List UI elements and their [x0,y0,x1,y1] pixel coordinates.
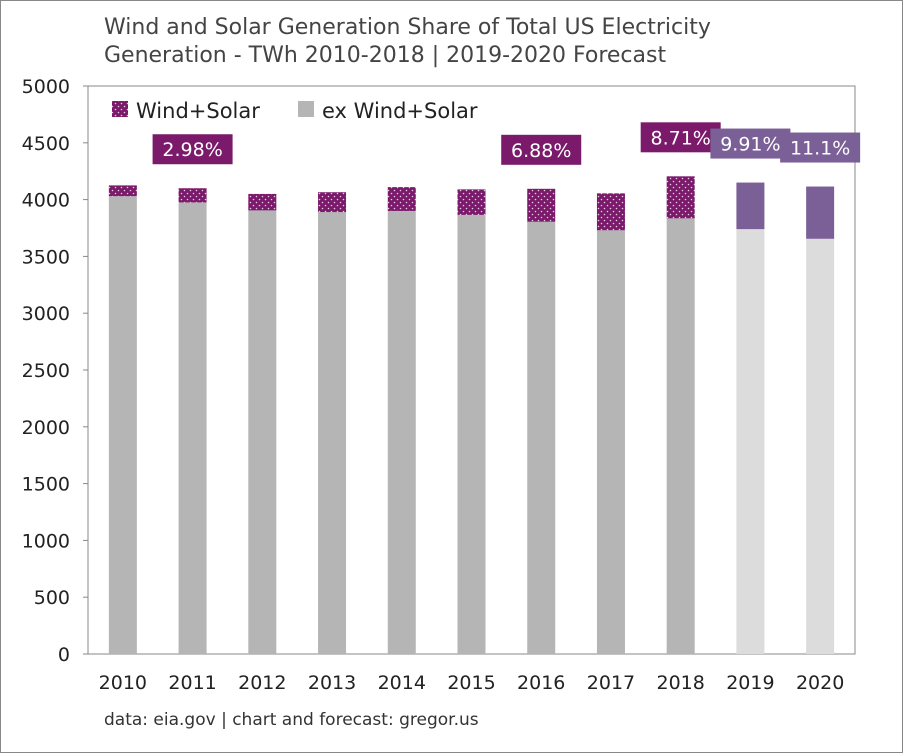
bar-wind-solar [318,192,347,213]
bar-ex-wind-solar [178,202,207,654]
chart-title-line-1: Wind and Solar Generation Share of Total… [104,15,711,40]
legend-label-wind-solar: Wind+Solar [136,99,260,123]
bar-ex-wind-solar [596,230,625,654]
y-tick-label: 500 [34,587,70,609]
bar-ex-wind-solar [387,210,416,654]
share-label: 9.91% [720,134,780,156]
bar-ex-wind-solar [666,218,695,654]
bar-wind-solar [248,193,277,211]
share-label-box [152,134,233,165]
chart-title-line-2: Generation - TWh 2010-2018 | 2019-2020 F… [104,43,667,68]
x-tick-label: 2020 [796,672,844,694]
y-tick-label: 1000 [22,530,70,552]
y-tick-label: 3000 [22,303,70,325]
bar-ex-wind-solar [527,221,556,654]
bar-wind-solar [527,188,556,222]
bar-ex-wind-solar [248,210,277,654]
x-tick-label: 2010 [99,672,147,694]
bar-wind-solar [736,182,765,230]
bar-wind-solar [806,186,835,239]
x-tick-label: 2015 [447,672,495,694]
bar-wind-solar [108,185,137,197]
x-tick-label: 2017 [587,672,635,694]
bar-wind-solar [387,187,416,211]
legend-label-ex-wind-solar: ex Wind+Solar [322,99,478,123]
bar-ex-wind-solar [457,214,486,654]
share-label-box [501,134,582,165]
y-tick-label: 0 [58,644,70,666]
y-tick-label: 4000 [22,190,70,212]
bar-wind-solar [666,176,695,219]
x-tick-label: 2013 [308,672,356,694]
y-tick-label: 4500 [22,133,70,155]
legend-swatch-wind-solar [112,101,128,117]
chart-title: Wind and Solar Generation Share of Total… [104,14,711,70]
share-label-box [780,132,861,163]
x-tick-label: 2018 [657,672,705,694]
bar-wind-solar [596,193,625,231]
bar-ex-wind-solar [806,238,835,655]
bar-wind-solar [178,188,207,203]
y-tick-label: 5000 [22,76,70,98]
y-tick-label: 3500 [22,246,70,268]
bar-wind-solar [457,189,486,215]
share-label-box [640,122,721,153]
source-note: data: eia.gov | chart and forecast: greg… [104,710,479,730]
legend-swatch-ex-wind-solar [298,101,314,117]
x-tick-label: 2019 [726,672,774,694]
x-tick-label: 2016 [517,672,565,694]
bar-ex-wind-solar [736,229,765,655]
share-label: 2.98% [162,139,222,161]
y-tick-label: 2000 [22,417,70,439]
y-tick-label: 1500 [22,474,70,496]
bar-ex-wind-solar [318,212,347,654]
share-label-box [710,128,791,159]
x-tick-label: 2011 [168,672,216,694]
y-tick-label: 2500 [22,360,70,382]
bar-ex-wind-solar [108,196,137,654]
share-label: 6.88% [511,140,571,162]
share-label: 11.1% [790,138,850,160]
x-tick-label: 2014 [378,672,426,694]
x-tick-label: 2012 [238,672,286,694]
share-label: 8.71% [651,127,711,149]
